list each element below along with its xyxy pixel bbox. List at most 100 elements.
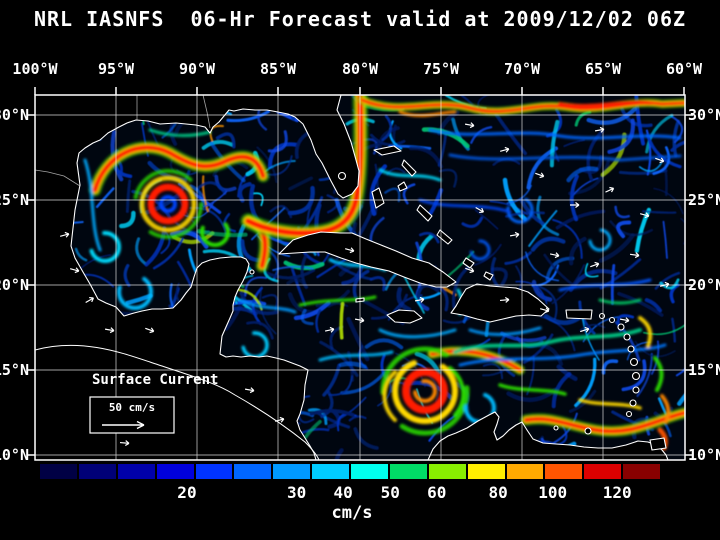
colorbar-segment <box>117 464 155 479</box>
surface-current-label: Surface Current <box>92 372 219 388</box>
current-filament <box>659 278 680 290</box>
velocity-arrow-icon <box>145 327 155 334</box>
current-filament <box>642 210 677 214</box>
current-filament <box>226 110 270 123</box>
current-filament-major <box>298 295 377 307</box>
current-filament <box>428 188 444 216</box>
grid-lines <box>35 95 685 460</box>
colorbar-segment <box>506 464 544 479</box>
current-filament <box>315 309 322 333</box>
current-filament-major <box>428 128 682 140</box>
current-filament-major <box>458 343 667 367</box>
colorbar-segment <box>428 464 466 479</box>
cozumel-island <box>249 269 255 275</box>
current-filament <box>515 280 548 305</box>
lon-tick-label: 95°W <box>97 60 135 78</box>
current-filament <box>414 351 441 376</box>
current-filament <box>348 415 367 422</box>
inland-borders <box>35 95 211 187</box>
current-filament <box>662 220 668 259</box>
current-filament <box>638 161 663 172</box>
current-filament <box>473 243 502 266</box>
current-filament <box>340 370 387 395</box>
mississippi-river <box>202 95 211 129</box>
current-filament <box>482 363 504 380</box>
lon-tick-label: 80°W <box>341 60 379 78</box>
current-filament <box>339 301 345 340</box>
current-filament <box>172 231 215 244</box>
current-filament <box>419 231 440 244</box>
velocity-arrow-icon <box>509 231 520 238</box>
current-filament <box>552 218 583 260</box>
current-filament <box>646 133 682 169</box>
current-filament <box>74 247 88 262</box>
hispaniola-land <box>450 283 550 323</box>
current-filament <box>328 375 353 396</box>
current-jet-core <box>245 95 364 237</box>
lake-okeechobee <box>337 171 347 181</box>
current-filament <box>364 338 404 350</box>
current-filament <box>600 132 627 177</box>
current-filament-major <box>498 383 567 396</box>
current-filament <box>288 176 314 191</box>
current-filament <box>201 140 234 150</box>
current-filament <box>663 157 668 197</box>
colorbar-segment <box>312 464 349 479</box>
velocity-arrows <box>60 122 670 447</box>
colorbar <box>40 464 660 479</box>
current-filament-major <box>378 328 457 339</box>
current-filament-major <box>238 298 297 314</box>
current-filament <box>201 175 209 213</box>
current-filament-major <box>558 100 652 108</box>
lat-tick-label-right: 15°N <box>688 361 720 379</box>
current-filament <box>194 181 227 195</box>
current-filament <box>543 253 577 289</box>
scale-value-label: 50 cm/s <box>108 401 156 414</box>
current-filament <box>152 237 184 270</box>
current-filament <box>261 294 279 310</box>
current-filament <box>569 174 579 222</box>
current-filament <box>461 216 484 228</box>
venezuela-island <box>553 425 559 431</box>
current-filament <box>438 168 458 188</box>
velocity-arrow-icon <box>104 327 115 334</box>
current-filament <box>528 209 558 247</box>
current-filament <box>338 361 367 369</box>
current-filament-major <box>448 153 682 162</box>
velocity-arrow-icon <box>85 296 95 304</box>
current-filament-major <box>148 128 212 137</box>
current-filament <box>451 263 473 309</box>
antilles-island <box>627 345 635 353</box>
current-filament <box>474 209 499 230</box>
colorbar-segment <box>584 464 622 479</box>
lon-tick-label: 85°W <box>259 60 297 78</box>
lat-tick-label-right: 25°N <box>688 191 720 209</box>
velocity-arrow-icon <box>549 252 560 259</box>
current-filament <box>586 129 605 181</box>
colorbar-segment <box>389 464 427 479</box>
current-filament <box>309 408 355 417</box>
velocity-arrow-icon <box>70 267 80 274</box>
current-eddy <box>139 175 197 233</box>
scale-arrow-icon <box>102 420 145 430</box>
current-filament <box>327 302 349 308</box>
current-filament <box>579 323 606 332</box>
current-filament <box>522 333 554 364</box>
current-filament <box>300 308 314 326</box>
current-filament-major <box>653 356 664 392</box>
lon-tick-label: 100°W <box>12 60 58 78</box>
pacific-coastline <box>35 344 320 460</box>
current-filament <box>643 323 685 336</box>
scale-box-border <box>89 396 175 434</box>
current-filament <box>530 236 566 252</box>
current-filament <box>315 289 351 308</box>
current-filament <box>490 267 508 287</box>
current-filament <box>315 411 351 429</box>
current-filament <box>95 187 115 209</box>
longitude-axis: 100°W 95°W 90°W 85°W 80°W 75°W 70°W 65°W 60°W <box>0 60 720 80</box>
current-filament-major <box>578 398 642 410</box>
current-filament <box>369 133 406 147</box>
velocity-arrow-icon <box>354 317 365 324</box>
current-eddy <box>117 274 153 310</box>
